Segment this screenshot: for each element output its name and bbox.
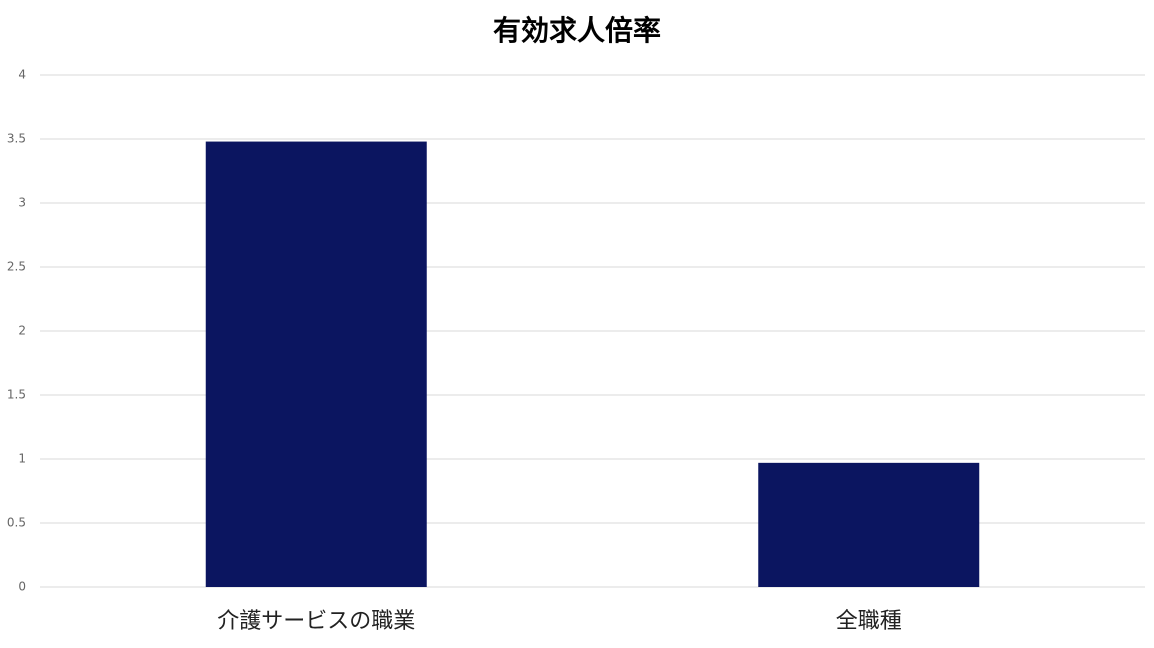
y-tick-label: 0: [18, 580, 26, 594]
x-tick-label: 全職種: [836, 609, 902, 634]
y-tick-label: 1: [18, 452, 26, 466]
y-tick-label: 2.5: [7, 260, 26, 274]
bar: [205, 141, 427, 587]
y-tick-label: 4: [18, 68, 26, 82]
y-tick-label: 3.5: [7, 132, 26, 146]
y-tick-label: 3: [18, 196, 26, 210]
y-tick-label: 1.5: [7, 388, 26, 402]
chart-title: 有効求人倍率: [493, 14, 661, 47]
y-tick-label: 2: [18, 324, 26, 338]
y-tick-label: 0.5: [7, 516, 26, 530]
x-tick-label: 介護サービスの職業: [217, 609, 415, 634]
bar: [758, 462, 980, 587]
